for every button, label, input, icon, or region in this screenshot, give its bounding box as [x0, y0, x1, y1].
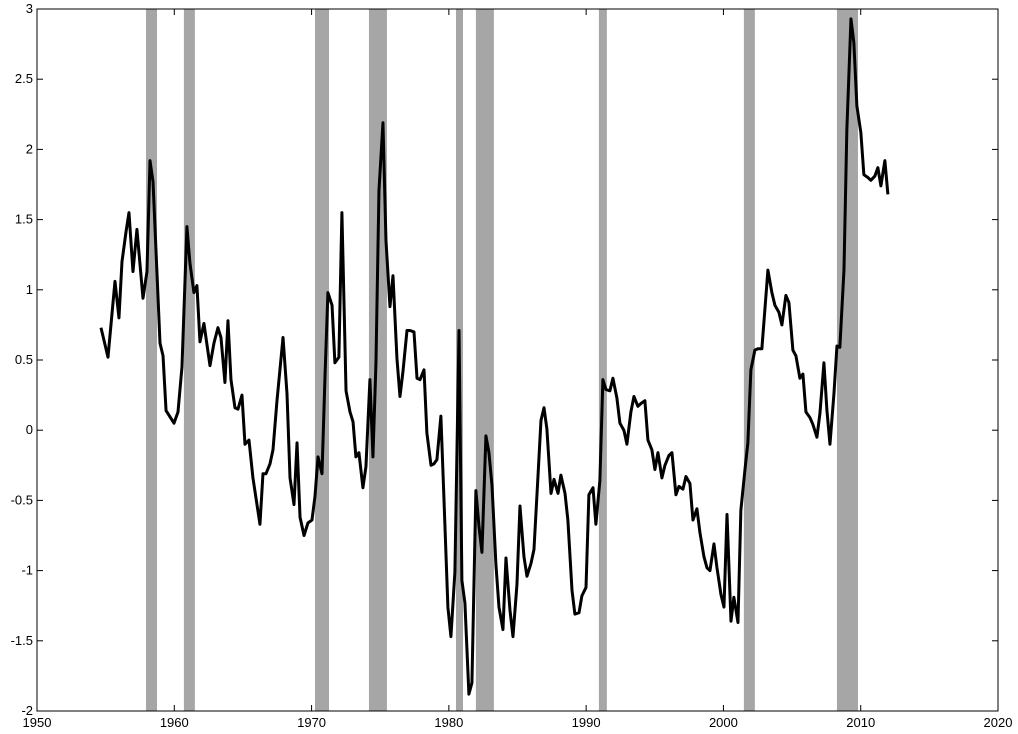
recession-band — [146, 9, 157, 711]
x-tick-label: 1960 — [160, 715, 189, 730]
x-tick-label: 2000 — [709, 715, 738, 730]
x-tick-label: 1970 — [297, 715, 326, 730]
y-tick-label: 0.5 — [15, 352, 33, 367]
recession-band — [368, 9, 387, 711]
recession-band — [475, 9, 494, 711]
data-line — [99, 17, 890, 696]
y-tick-label: 0 — [26, 422, 33, 437]
y-tick-label: -1.5 — [11, 633, 33, 648]
x-tick-label: 1950 — [23, 715, 52, 730]
y-tick-label: 3 — [26, 1, 33, 16]
y-tick-label: -1 — [21, 563, 33, 578]
x-tick-label: 1990 — [572, 715, 601, 730]
recession-band — [315, 9, 330, 711]
y-tick-label: 2 — [26, 141, 33, 156]
y-tick-label: -0.5 — [11, 492, 33, 507]
y-tick-label: 1.5 — [15, 212, 33, 227]
recession-band — [743, 9, 755, 711]
recession-band — [836, 9, 858, 711]
x-tick-label: 2010 — [846, 715, 875, 730]
x-tick-label: 2020 — [984, 715, 1013, 730]
y-tick-label: 1 — [26, 282, 33, 297]
x-tick-label: 1980 — [434, 715, 463, 730]
recession-band — [598, 9, 607, 711]
plot-frame — [36, 8, 999, 712]
recession-band — [183, 9, 195, 711]
y-tick-label: 2.5 — [15, 71, 33, 86]
y-tick-label: -2 — [21, 703, 33, 718]
